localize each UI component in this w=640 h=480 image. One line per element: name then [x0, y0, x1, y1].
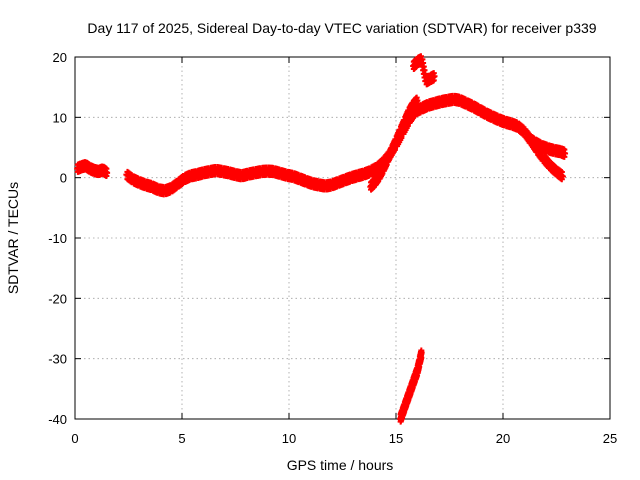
- data-point: [414, 97, 421, 104]
- data-point: [104, 169, 111, 176]
- y-tick-label: 20: [53, 50, 67, 65]
- grid: [75, 57, 610, 419]
- data-point: [388, 152, 395, 159]
- x-tick-label: 10: [282, 431, 296, 446]
- axis-ticks: 0 5 10 15 20 25 -40 -30 -20 -10 0 10 20: [48, 50, 617, 446]
- data-point: [392, 143, 399, 150]
- y-tick-label: -30: [48, 352, 67, 367]
- y-axis-label: SDTVAR / TECUs: [5, 182, 21, 294]
- y-tick-label: 10: [53, 110, 67, 125]
- data-points: [74, 53, 569, 425]
- data-point: [400, 124, 407, 131]
- x-tick-label: 0: [71, 431, 78, 446]
- y-tick-label: -40: [48, 412, 67, 427]
- y-tick-label: -10: [48, 231, 67, 246]
- data-point: [418, 354, 425, 361]
- data-point: [559, 173, 566, 180]
- data-point: [396, 134, 403, 141]
- data-point: [558, 169, 565, 176]
- chart-title: Day 117 of 2025, Sidereal Day-to-day VTE…: [87, 20, 596, 36]
- x-tick-label: 20: [496, 431, 510, 446]
- x-axis-label: GPS time / hours: [287, 457, 394, 473]
- x-tick-label: 5: [178, 431, 185, 446]
- x-tick-label: 15: [389, 431, 403, 446]
- data-point: [431, 73, 438, 80]
- y-tick-label: -20: [48, 291, 67, 306]
- x-tick-label: 25: [603, 431, 617, 446]
- data-point: [562, 150, 569, 157]
- y-tick-label: 0: [60, 171, 67, 186]
- data-point: [418, 349, 425, 356]
- data-point: [383, 161, 390, 168]
